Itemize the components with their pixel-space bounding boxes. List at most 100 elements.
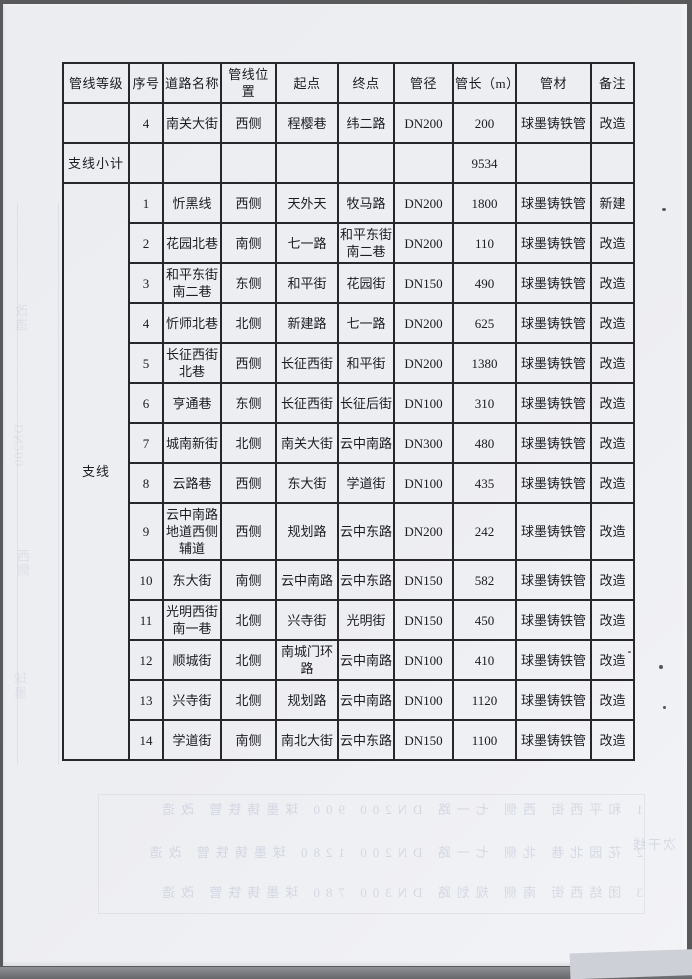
cell-note: 改造 [590, 462, 635, 504]
table-header-row: 管线等级 序号 道路名称 管线位置 起点 终点 管径 管长（m） 管材 备注 [62, 62, 635, 104]
cell-len: 625 [452, 302, 517, 344]
header-cell: 起点 [275, 62, 339, 104]
table-row: 4 南关大街 西侧 程樱巷 纬二路 DN200 200 球墨铸铁管 改造 [62, 102, 635, 144]
table-row: 7 城南新街 北侧 南关大街 云中南路 DN300 480 球墨铸铁管 改造 [63, 422, 635, 464]
cell-mat: 球墨铸铁管 [515, 719, 592, 761]
cell-pos: 西侧 [220, 102, 277, 144]
cell-no: 11 [128, 599, 164, 641]
cell-mat: 球墨铸铁管 [515, 422, 592, 464]
cell-mat: 球墨铸铁管 [515, 222, 592, 264]
cell-mat: 球墨铸铁管 [515, 262, 592, 304]
header-cell: 道路名称 [162, 62, 222, 104]
cell-start: 东大街 [275, 462, 339, 504]
cell-road: 忻黑线 [162, 182, 222, 224]
cell-note: 改造 [590, 342, 635, 384]
cell-end: 长征后街 [337, 382, 395, 424]
cell-len: 582 [452, 559, 517, 601]
cell-no: 9 [128, 502, 164, 561]
cell-note: 改造 [590, 639, 635, 681]
cell-dia: DN100 [393, 679, 454, 721]
cell-road: 兴寺街 [162, 679, 222, 721]
cell-road: 云中南路地道西侧辅道 [162, 502, 222, 561]
cell-dia: DN150 [393, 719, 454, 761]
cell-len: 1100 [452, 719, 517, 761]
paper-corner-edge [569, 948, 692, 979]
cell-end: 七一路 [337, 302, 395, 344]
scan-speck [662, 208, 666, 211]
cell-no: 13 [128, 679, 164, 721]
cell-dia: DN200 [393, 302, 454, 344]
cell-dia: DN200 [393, 102, 454, 144]
cell-dia [393, 142, 454, 184]
cell-end: 云中东路 [337, 502, 395, 561]
cell-start: 兴寺街 [275, 599, 339, 641]
cell-road: 学道街 [162, 719, 222, 761]
bleedthrough-margin-grid [17, 204, 59, 764]
table-row: 支线 1 忻黑线 西侧 天外天 牧马路 DN200 1800 球墨铸铁管 新建 [62, 182, 635, 761]
bleedthrough-text-row: 1 和平西街 西侧 七一路 DN200 900 球墨铸铁管 改造 [155, 802, 643, 817]
cell-road: 云路巷 [162, 462, 222, 504]
cell-pos [220, 142, 277, 184]
cell-no: 4 [128, 302, 164, 344]
table-row: 5 长征西街北巷 西侧 长征西街 和平街 DN200 1380 球墨铸铁管 改造 [63, 342, 635, 384]
cell-start: 新建路 [275, 302, 339, 344]
cell-start: 规划路 [275, 502, 339, 561]
cell-note: 改造 [590, 102, 635, 144]
cell-end: 云中南路 [337, 422, 395, 464]
header-cell: 管线位置 [220, 62, 277, 104]
cell-note: 改造 [590, 599, 635, 641]
cell-start: 南城门环路 [275, 639, 339, 681]
cell-len: 435 [452, 462, 517, 504]
cell-end: 花园街 [337, 262, 395, 304]
cell-road: 和平东街南二巷 [162, 262, 222, 304]
cell-note: 改造 [590, 679, 635, 721]
cell-mat: 球墨铸铁管 [515, 462, 592, 504]
cell-end: 纬二路 [337, 102, 395, 144]
cell-dia: DN200 [393, 182, 454, 224]
cell-end: 牧马路 [337, 182, 395, 224]
table-row: 8 云路巷 西侧 东大街 学道街 DN100 435 球墨铸铁管 改造 [63, 462, 635, 504]
cell-no: 14 [128, 719, 164, 761]
cell-len: 480 [452, 422, 517, 464]
bleedthrough-margin-text: DN200 [11, 424, 26, 468]
cell-pos: 西侧 [220, 502, 277, 561]
cell-mat: 球墨铸铁管 [515, 639, 592, 681]
cell-end: 云中南路 [337, 639, 395, 681]
table-row: 4 忻师北巷 北侧 新建路 七一路 DN200 625 球墨铸铁管 改造 [63, 302, 635, 344]
cell-end: 云中东路 [337, 719, 395, 761]
cell-start: 天外天 [275, 182, 339, 224]
cell-road: 长征西街北巷 [162, 342, 222, 384]
cell-end: 云中南路 [337, 679, 395, 721]
scan-speck [659, 665, 663, 669]
cell-road: 城南新街 [162, 422, 222, 464]
table-row: 6 亨通巷 东侧 长征西街 长征后街 DN100 310 球墨铸铁管 改造 [63, 382, 635, 424]
cell-mat: 球墨铸铁管 [515, 302, 592, 344]
cell-dia: DN150 [393, 262, 454, 304]
header-cell: 备注 [590, 62, 635, 104]
cell-note: 改造 [590, 262, 635, 304]
table-row: 11 光明西街南一巷 北侧 兴寺街 光明街 DN150 450 球墨铸铁管 改造 [63, 599, 635, 641]
cell-no: 7 [128, 422, 164, 464]
cell-dia: DN200 [393, 342, 454, 384]
cell-road: 光明西街南一巷 [162, 599, 222, 641]
cell-road: 东大街 [162, 559, 222, 601]
cell-note: 改造 [590, 382, 635, 424]
cell-dia: DN100 [393, 382, 454, 424]
cell-pos: 北侧 [220, 679, 277, 721]
cell-len: 1380 [452, 342, 517, 384]
cell-dia: DN100 [393, 639, 454, 681]
group-grade-label: 支线 [62, 182, 130, 761]
header-cell: 序号 [128, 62, 164, 104]
cell-note [590, 142, 635, 184]
cell-note: 改造 [590, 719, 635, 761]
table-row: 13 兴寺街 北侧 规划路 云中南路 DN100 1120 球墨铸铁管 改造 [63, 679, 635, 721]
bleedthrough-text-row: 3 团结西街 南侧 规划路 DN300 780 球墨铸铁管 改造 [155, 885, 643, 900]
cell-pos: 南侧 [220, 222, 277, 264]
table-row: 14 学道街 南侧 南北大街 云中东路 DN150 1100 球墨铸铁管 改造 [63, 719, 635, 761]
table-row: 3 和平东街南二巷 东侧 和平街 花园街 DN150 490 球墨铸铁管 改造 [63, 262, 635, 304]
cell-grade [62, 102, 130, 144]
cell-note: 改造 [590, 559, 635, 601]
cell-road: 南关大街 [162, 102, 222, 144]
cell-no: 8 [128, 462, 164, 504]
cell-start: 长征西街 [275, 342, 339, 384]
